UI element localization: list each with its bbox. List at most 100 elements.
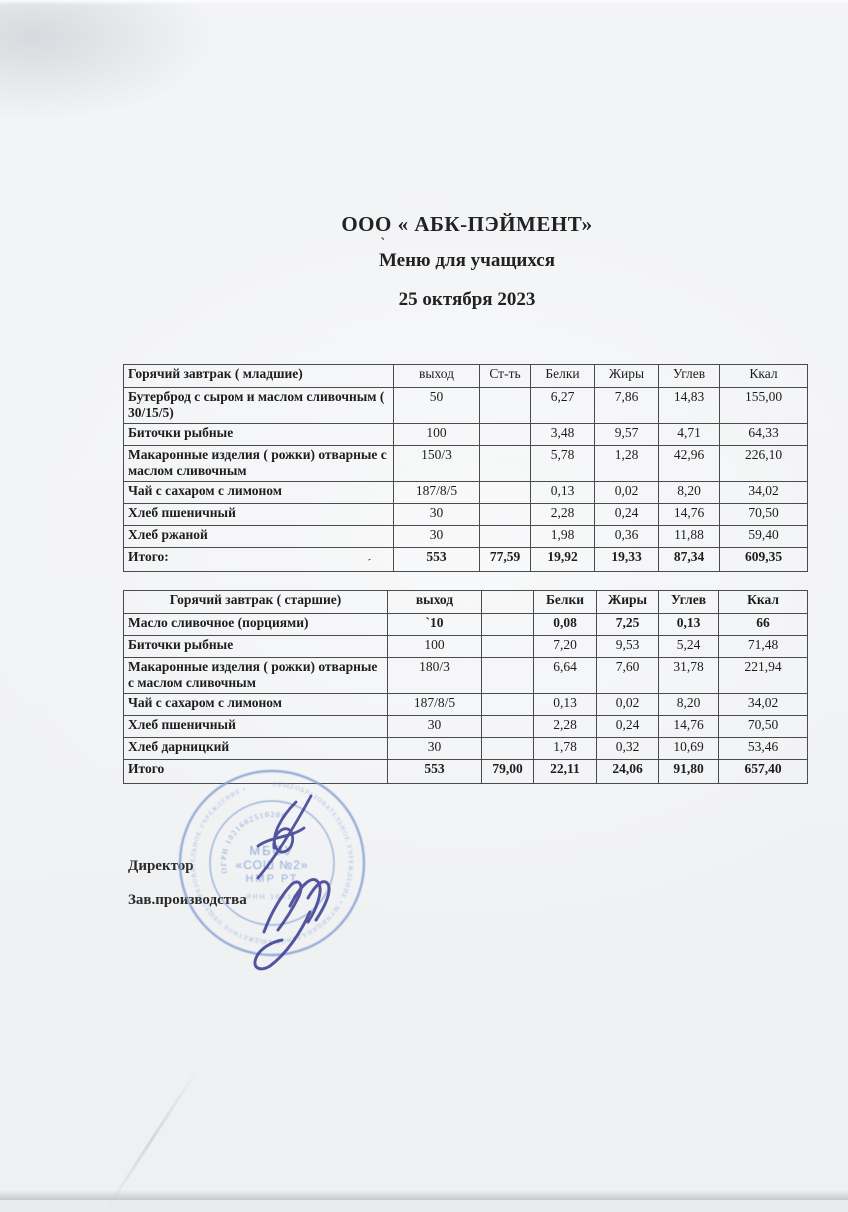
value-cell: `10 [387,613,482,636]
value-cell: Углев [658,590,719,614]
value-cell: 77,59 [479,546,531,572]
signatures-overlay [253,794,331,971]
value-cell: 180/3 [387,657,482,694]
value-cell: 10,69 [658,736,719,760]
value-cell: 59,40 [719,524,808,548]
director-signature-label: Директор [128,858,194,874]
value-cell [481,657,534,694]
value-cell: 30 [387,714,482,738]
value-cell: 3,48 [530,422,595,446]
value-cell: 14,76 [658,502,720,526]
value-cell: 9,57 [594,422,659,446]
value-cell: 155,00 [719,387,808,424]
value-cell: 53,46 [718,736,808,760]
dish-name-cell: Макаронные изделия ( рожки) отварные с м… [123,657,388,694]
dish-name-cell: Горячий завтрак ( младшие) [123,364,394,388]
table-row: Хлеб дарницкий 30 1,78 0,32 10,69 53,46 [123,736,808,760]
table-row: Макаронные изделия ( рожки) отварные с м… [123,444,808,482]
value-cell: Ккал [719,364,808,388]
value-cell: 100 [393,422,480,446]
table-row: Хлеб пшеничный 30 2,28 0,24 14,76 70,50 [123,714,808,738]
value-cell: 7,86 [594,387,659,424]
value-cell: 0,13 [530,480,595,504]
value-cell: Углев [658,364,720,388]
stamp-school-name: «СОШ №2» [236,858,309,872]
table-row: Чай с сахаром с лимоном 187/8/5 0,13 0,02 8,… [123,692,808,716]
value-cell: 2,28 [530,502,595,526]
value-cell: 226,10 [719,444,808,482]
value-cell: 0,02 [596,692,659,716]
value-cell: 11,88 [658,524,720,548]
value-cell: 87,34 [658,546,720,572]
menu-table-senior: Горячий завтрак ( старшие) выход Белки Жиры… [123,590,808,784]
value-cell: 5,78 [530,444,595,482]
value-cell: 187/8/5 [393,480,480,504]
value-cell [481,692,534,716]
value-cell: 30 [393,502,480,526]
value-cell: выход [393,364,480,388]
table-row: Макаронные изделия ( рожки) отварные с м… [123,657,808,694]
value-cell [481,736,534,760]
dish-name-cell: Хлеб дарницкий [123,736,388,760]
value-cell: 1,28 [594,444,659,482]
value-cell [481,635,534,658]
value-cell: 150/3 [393,444,480,482]
dish-name-cell: Горячий завтрак ( старшие) [123,590,388,614]
value-cell: 0,08 [533,613,597,636]
value-cell: 7,20 [533,635,597,658]
table-row: Чай с сахаром с лимоном 187/8/5 0,13 0,02 8,… [123,480,808,504]
dish-name-cell: Биточки рыбные [123,422,394,446]
value-cell: 6,27 [530,387,595,424]
table-row: Хлеб пшеничный 30 2,28 0,24 14,76 70,50 [123,502,808,526]
dish-name-cell: Итого: [123,546,394,572]
value-cell: 22,11 [533,758,597,784]
value-cell: 0,13 [658,613,719,636]
menu-table: Горячий завтрак ( младшие) выход Ст-ть Белк… [123,364,808,572]
value-cell [479,422,531,446]
table-total-row: Итого 553 79,00 22,11 24,06 91,80 657,40 [123,758,808,784]
signature-director [256,794,313,880]
value-cell: 553 [387,758,482,784]
table-row: Масло сливочное (порциями) `10 0,08 7,25 0,1… [123,613,808,636]
value-cell: 30 [393,524,480,548]
document-header: ООО « АБК-ПЭЙМЕНТ» Меню для учащихся 25 … [86,212,848,311]
value-cell: 4,71 [658,422,720,446]
table-header-row: Горячий завтрак ( младшие) выход Ст-ть Белк… [123,364,808,388]
value-cell: 0,02 [594,480,659,504]
value-cell: 34,02 [718,692,808,716]
dish-name-cell: Масло сливочное (порциями) [123,613,388,636]
value-cell: 8,20 [658,480,720,504]
value-cell: 71,48 [718,635,808,658]
dish-name-cell: Итого [123,758,388,784]
document-title: Меню для учащихся [378,250,555,271]
table-row: Хлеб ржаной 30 1,98 0,36 11,88 59,40 [123,524,808,548]
value-cell: 91,80 [658,758,719,784]
value-cell: Белки [533,590,597,614]
value-cell: 30 [387,736,482,760]
value-cell: Жиры [596,590,659,614]
value-cell: 7,25 [596,613,659,636]
scan-edge-bottom [0,1190,848,1200]
value-cell: Ст-ть [479,364,531,388]
value-cell [479,387,531,424]
value-cell: выход [387,590,482,614]
value-cell [481,714,534,738]
value-cell [481,613,534,636]
value-cell: 19,33 [594,546,659,572]
dish-name-cell: Чай с сахаром с лимоном [123,480,394,504]
value-cell: 0,13 [533,692,597,716]
menu-table-junior: Горячий завтрак ( младшие) выход Ст-ть Белк… [123,364,808,572]
value-cell: 31,78 [658,657,719,694]
value-cell: 34,02 [719,480,808,504]
value-cell: 0,24 [596,714,659,738]
value-cell [479,444,531,482]
value-cell: 0,32 [596,736,659,760]
value-cell: 19,92 [530,546,595,572]
value-cell: 70,50 [718,714,808,738]
value-cell: 50 [393,387,480,424]
value-cell: 9,53 [596,635,659,658]
value-cell: 609,35 [719,546,808,572]
menu-table: Горячий завтрак ( старшие) выход Белки Жиры… [123,590,808,784]
value-cell: 6,64 [533,657,597,694]
table-row: Бутерброд с сыром и маслом сливочным ( 3… [123,387,808,424]
